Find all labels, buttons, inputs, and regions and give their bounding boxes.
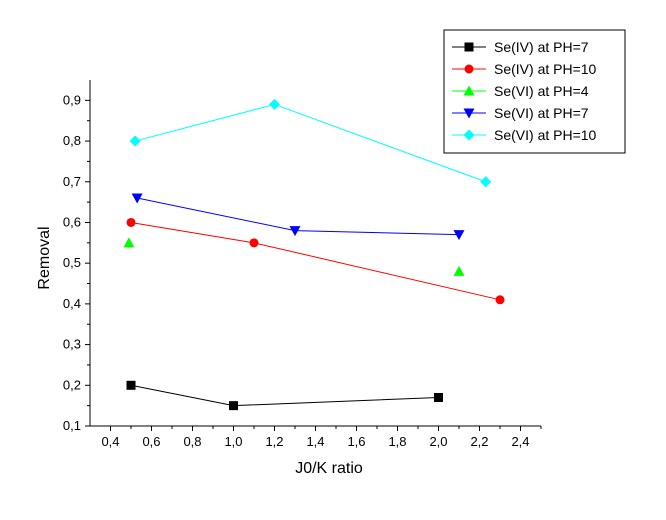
y-tick-label: 0,3 bbox=[63, 337, 81, 352]
data-point bbox=[126, 217, 136, 227]
series-layer bbox=[123, 98, 505, 411]
legend-label: Se(IV) at PH=10 bbox=[494, 61, 597, 77]
x-tick-label: 2,4 bbox=[511, 434, 529, 449]
series-2 bbox=[126, 217, 505, 305]
data-point bbox=[123, 237, 135, 248]
y-tick-label: 0,4 bbox=[63, 296, 81, 311]
legend-label: Se(VI) at PH=10 bbox=[494, 127, 597, 143]
legend-entry: Se(VI) at PH=10 bbox=[452, 127, 597, 143]
data-point bbox=[480, 176, 492, 188]
data-point bbox=[249, 238, 259, 248]
series-1 bbox=[126, 380, 443, 411]
legend-entry: Se(VI) at PH=4 bbox=[452, 83, 589, 99]
data-point bbox=[495, 295, 505, 305]
y-axis: 0,1 0,2 0,3 0,4 0,5 0,6 0,7 0,8 0,9 bbox=[63, 80, 91, 433]
data-point bbox=[434, 393, 443, 403]
x-tick-label: 1,6 bbox=[347, 434, 365, 449]
legend-marker bbox=[463, 85, 475, 96]
data-point bbox=[131, 193, 143, 204]
x-tick-label: 1,0 bbox=[224, 434, 242, 449]
series-4 bbox=[131, 193, 465, 241]
legend-label: Se(VI) at PH=4 bbox=[494, 83, 589, 99]
x-tick-label: 1,8 bbox=[388, 434, 406, 449]
x-tick-label: 0,4 bbox=[101, 434, 119, 449]
legend-marker bbox=[464, 64, 474, 74]
series-line bbox=[130, 384, 439, 407]
legend: Se(IV) at PH=7 Se(IV) at PH=10 Se(VI) at P… bbox=[443, 29, 626, 154]
legend-marker bbox=[463, 108, 475, 119]
x-tick-label: 1,4 bbox=[306, 434, 324, 449]
y-tick-label: 0,9 bbox=[63, 92, 81, 107]
y-tick-label: 0,5 bbox=[63, 255, 81, 270]
x-tick-label: 0,8 bbox=[183, 434, 201, 449]
series-line bbox=[134, 103, 486, 183]
y-tick-label: 0,1 bbox=[63, 418, 81, 433]
y-tick-label: 0,2 bbox=[63, 377, 81, 392]
data-point bbox=[289, 226, 301, 237]
x-tick-label: 2,2 bbox=[470, 434, 488, 449]
x-tick-label: 1,2 bbox=[265, 434, 283, 449]
y-tick-label: 0,6 bbox=[63, 214, 81, 229]
y-tick-label: 0,7 bbox=[63, 174, 81, 189]
data-point bbox=[269, 98, 280, 110]
legend-entry: Se(IV) at PH=10 bbox=[452, 61, 597, 77]
legend-entry: Se(VI) at PH=7 bbox=[452, 105, 589, 121]
legend-marker bbox=[464, 42, 474, 52]
x-axis-title: J0/K ratio bbox=[295, 460, 363, 477]
data-point bbox=[129, 135, 141, 147]
x-axis: 0,4 0,6 0,8 1,0 1,2 1,4 1,6 1,8 2,0 2,2 2,4 bbox=[90, 425, 542, 449]
data-point bbox=[229, 401, 238, 411]
data-point bbox=[453, 230, 465, 241]
legend-marker bbox=[463, 129, 475, 141]
legend-label: Se(IV) at PH=7 bbox=[494, 39, 589, 55]
x-tick-label: 0,6 bbox=[142, 434, 160, 449]
series-5 bbox=[129, 98, 492, 188]
data-point bbox=[126, 380, 136, 390]
legend-entry: Se(IV) at PH=7 bbox=[452, 39, 589, 55]
x-tick-label: 2,0 bbox=[429, 434, 447, 449]
y-tick-label: 0,8 bbox=[63, 133, 81, 148]
y-axis-title: Removal bbox=[36, 226, 53, 289]
data-point bbox=[453, 265, 465, 276]
legend-label: Se(VI) at PH=7 bbox=[494, 105, 589, 121]
series-3 bbox=[123, 237, 465, 276]
